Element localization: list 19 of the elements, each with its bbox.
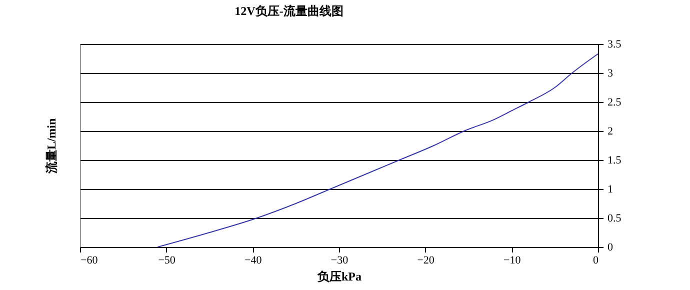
- x-tick-label: −30: [330, 254, 349, 266]
- y-tick-label: 0.5: [608, 212, 622, 224]
- y-tick-label: 0: [608, 242, 614, 254]
- y-tick-label: 1.5: [608, 154, 622, 166]
- y-tick-label: 1: [608, 184, 613, 196]
- y-tick-label: 3: [608, 68, 614, 80]
- x-tick-label: −60: [80, 254, 98, 266]
- y-tick-label: 3.5: [608, 38, 622, 50]
- y-tick-label: 2: [608, 126, 613, 138]
- y-tick-label: 2.5: [608, 96, 622, 108]
- y-axis-title: 流量L/min: [44, 118, 58, 175]
- x-tick-label: −10: [504, 254, 522, 266]
- x-tick-label: 0: [593, 254, 599, 266]
- x-tick-label: −40: [244, 254, 262, 266]
- x-tick-label: −50: [158, 254, 176, 266]
- line-series: [157, 53, 598, 248]
- x-tick-label: −20: [417, 254, 435, 266]
- x-axis-title: 负压kPa: [316, 270, 362, 284]
- chart-title: 12V负压-流量曲线图: [234, 4, 344, 18]
